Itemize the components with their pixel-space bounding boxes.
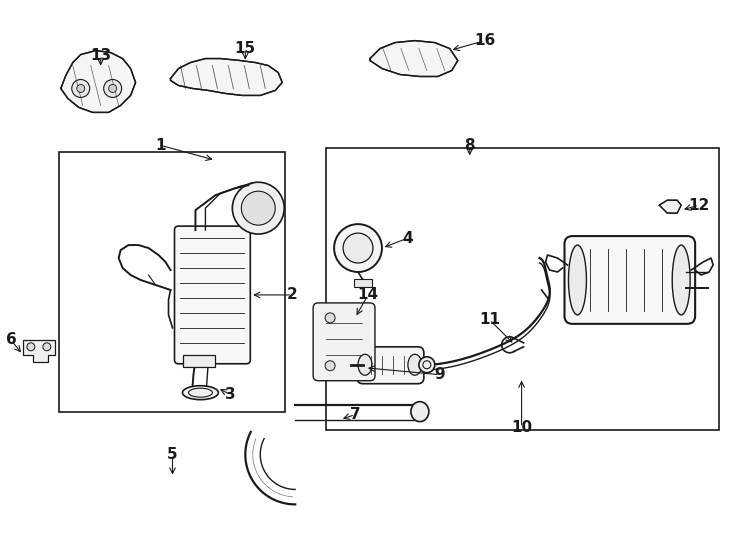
Circle shape: [233, 182, 284, 234]
Ellipse shape: [672, 245, 690, 315]
Polygon shape: [61, 51, 136, 112]
Ellipse shape: [408, 354, 422, 375]
Text: 6: 6: [6, 332, 16, 347]
Text: 7: 7: [349, 407, 360, 422]
Bar: [354, 279, 372, 287]
Circle shape: [334, 224, 382, 272]
Circle shape: [419, 357, 435, 373]
Bar: [326, 148, 719, 430]
Circle shape: [241, 191, 275, 225]
Text: 2: 2: [287, 287, 297, 302]
Polygon shape: [370, 40, 458, 77]
Polygon shape: [23, 340, 55, 362]
FancyBboxPatch shape: [313, 303, 375, 381]
Circle shape: [27, 343, 34, 351]
Circle shape: [103, 79, 122, 97]
Circle shape: [72, 79, 90, 97]
Bar: [184, 355, 215, 367]
Text: 10: 10: [511, 420, 532, 435]
Polygon shape: [170, 58, 282, 96]
Circle shape: [77, 84, 84, 92]
Text: 1: 1: [156, 138, 166, 153]
Ellipse shape: [358, 354, 372, 375]
Text: 3: 3: [225, 387, 236, 402]
Text: 4: 4: [402, 231, 413, 246]
Text: 5: 5: [167, 447, 178, 462]
Circle shape: [343, 233, 373, 263]
Text: 9: 9: [435, 367, 445, 382]
Text: 11: 11: [479, 312, 500, 327]
FancyBboxPatch shape: [564, 236, 695, 324]
Circle shape: [325, 361, 335, 371]
FancyBboxPatch shape: [357, 347, 424, 384]
Ellipse shape: [183, 386, 219, 400]
Text: 13: 13: [90, 48, 112, 63]
Circle shape: [43, 343, 51, 351]
Text: 14: 14: [357, 287, 379, 302]
Bar: [59, 152, 286, 411]
Polygon shape: [659, 200, 681, 213]
Circle shape: [325, 313, 335, 323]
Text: 16: 16: [474, 33, 495, 48]
Circle shape: [109, 84, 117, 92]
Text: 12: 12: [688, 198, 710, 213]
Text: 8: 8: [465, 138, 475, 153]
Text: 15: 15: [235, 41, 256, 56]
Ellipse shape: [568, 245, 586, 315]
FancyBboxPatch shape: [175, 226, 250, 364]
Ellipse shape: [411, 402, 429, 422]
